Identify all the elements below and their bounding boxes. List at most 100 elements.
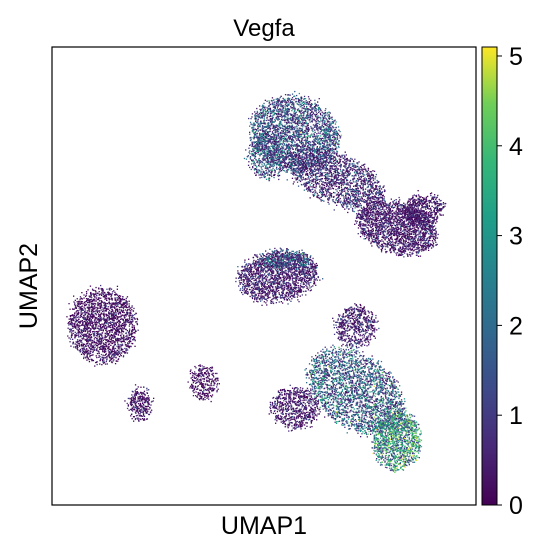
scatter-point xyxy=(286,146,288,148)
scatter-point xyxy=(265,126,268,128)
scatter-point xyxy=(276,140,278,143)
scatter-point xyxy=(319,166,321,168)
scatter-point xyxy=(328,149,330,151)
scatter-point xyxy=(312,170,314,172)
scatter-point xyxy=(345,164,347,166)
scatter-point xyxy=(276,147,278,149)
scatter-point xyxy=(349,179,352,182)
scatter-point xyxy=(318,183,320,185)
scatter-point xyxy=(348,194,351,196)
scatter-point xyxy=(275,102,278,104)
scatter-point xyxy=(355,192,357,195)
scatter-point xyxy=(280,161,282,163)
scatter-point xyxy=(360,166,362,168)
scatter-point xyxy=(258,136,260,139)
scatter-point xyxy=(346,198,348,201)
scatter-point xyxy=(304,135,306,137)
scatter-point xyxy=(323,122,325,125)
scatter-points xyxy=(66,90,447,473)
scatter-point xyxy=(260,174,262,176)
scatter-point xyxy=(337,197,339,199)
scatter-point xyxy=(267,122,269,124)
scatter-point xyxy=(265,119,267,122)
scatter-point xyxy=(274,171,276,173)
scatter-point xyxy=(330,134,332,136)
scatter-point xyxy=(353,168,355,170)
scatter-point xyxy=(317,169,319,171)
scatter-point xyxy=(298,120,300,122)
scatter-point xyxy=(321,111,323,113)
scatter-point xyxy=(279,162,281,164)
scatter-point xyxy=(361,175,363,177)
scatter-point xyxy=(346,168,348,170)
scatter-point xyxy=(283,140,285,142)
scatter-point xyxy=(310,109,312,111)
scatter-point xyxy=(319,197,321,199)
scatter-point xyxy=(328,162,330,165)
scatter-point xyxy=(330,161,333,163)
scatter-point xyxy=(313,158,315,160)
scatter-point xyxy=(316,161,318,163)
scatter-point xyxy=(299,154,301,157)
scatter-point xyxy=(321,188,324,191)
scatter-point xyxy=(324,120,326,122)
scatter-point xyxy=(310,99,312,102)
scatter-point xyxy=(295,171,297,173)
scatter-point xyxy=(281,102,283,104)
scatter-point xyxy=(346,167,349,169)
scatter-point xyxy=(279,163,281,165)
scatter-point xyxy=(285,115,287,118)
scatter-point xyxy=(298,100,300,102)
scatter-point xyxy=(297,170,299,172)
scatter-point xyxy=(336,147,338,149)
scatter-point xyxy=(317,176,319,178)
scatter-point xyxy=(320,167,322,169)
scatter-point xyxy=(361,197,363,200)
scatter-point xyxy=(270,153,272,155)
scatter-point xyxy=(301,164,304,166)
scatter-point xyxy=(262,109,265,111)
scatter-point xyxy=(295,148,297,150)
scatter-point xyxy=(308,129,310,131)
scatter-point xyxy=(274,131,276,134)
scatter-point xyxy=(312,113,315,115)
scatter-point xyxy=(317,142,319,144)
scatter-point xyxy=(287,162,290,164)
scatter-point xyxy=(316,159,319,161)
scatter-point xyxy=(269,103,271,105)
scatter-point xyxy=(295,156,298,158)
scatter-point xyxy=(248,151,250,153)
scatter-point xyxy=(296,152,298,154)
scatter-point xyxy=(272,167,274,169)
scatter-point xyxy=(306,125,308,128)
scatter-point xyxy=(281,110,283,112)
scatter-point xyxy=(363,180,365,182)
scatter-point xyxy=(346,203,349,205)
scatter-point xyxy=(316,136,319,138)
scatter-point xyxy=(309,159,312,161)
scatter-point xyxy=(335,176,337,178)
scatter-point xyxy=(264,138,266,140)
scatter-point xyxy=(308,155,310,157)
scatter-point xyxy=(277,145,279,148)
scatter-point xyxy=(305,142,307,144)
scatter-point xyxy=(329,196,331,198)
scatter-point xyxy=(320,143,322,146)
scatter-point xyxy=(325,164,327,166)
scatter-point xyxy=(295,168,297,170)
scatter-point xyxy=(318,170,320,172)
scatter-point xyxy=(276,154,278,156)
scatter-point xyxy=(271,151,273,153)
scatter-point xyxy=(283,115,285,117)
scatter-point xyxy=(318,150,320,152)
scatter-point xyxy=(380,194,382,196)
scatter-point xyxy=(367,189,369,191)
scatter-point xyxy=(359,166,362,168)
scatter-point xyxy=(271,156,274,158)
scatter-point xyxy=(302,158,304,160)
scatter-point xyxy=(267,127,269,129)
scatter-point xyxy=(291,101,293,104)
scatter-point xyxy=(287,145,289,147)
scatter-point xyxy=(303,134,305,136)
scatter-point xyxy=(258,123,261,125)
